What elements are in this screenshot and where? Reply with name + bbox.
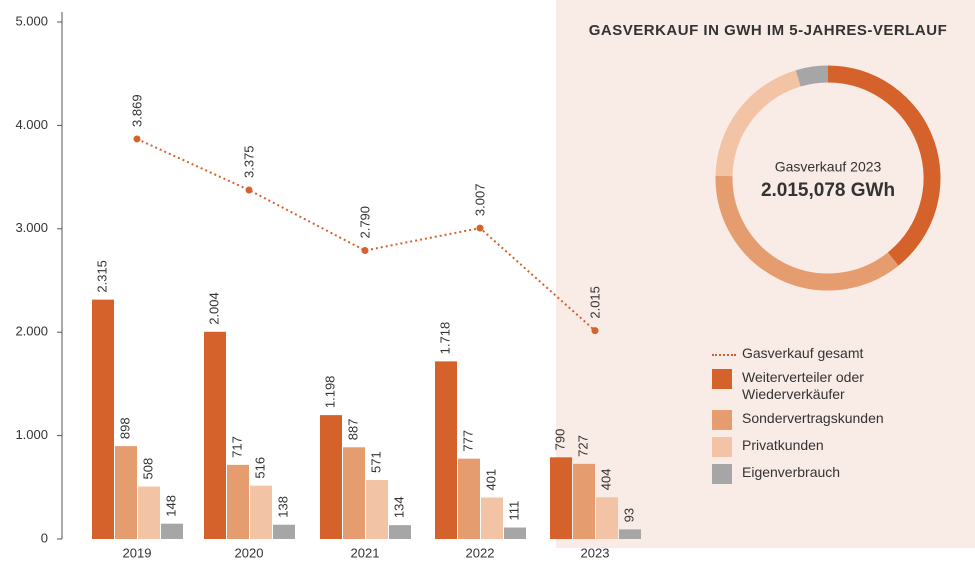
donut-segment bbox=[715, 175, 899, 291]
bar bbox=[573, 463, 595, 539]
donut-total: 2.015,078 GWh bbox=[761, 180, 895, 201]
bar-value-label: 727 bbox=[575, 435, 590, 457]
x-tick-label: 2020 bbox=[235, 545, 264, 560]
line-value-label: 2.790 bbox=[357, 206, 372, 239]
bar bbox=[320, 415, 342, 539]
bar bbox=[389, 525, 411, 539]
line-point bbox=[245, 186, 253, 194]
bar bbox=[161, 523, 183, 539]
bar-value-label: 1.198 bbox=[322, 376, 337, 409]
donut-segment bbox=[827, 65, 941, 266]
legend-item: Sondervertragskunden bbox=[712, 410, 952, 430]
line-point bbox=[133, 135, 141, 143]
bar bbox=[227, 464, 249, 539]
legend-swatch bbox=[712, 410, 732, 430]
bar-value-label: 1.718 bbox=[437, 322, 452, 355]
legend-label: Privatkunden bbox=[742, 437, 824, 453]
legend-swatch bbox=[712, 437, 732, 457]
line-value-label: 2.015 bbox=[587, 286, 602, 319]
line-point bbox=[591, 327, 599, 335]
bar bbox=[619, 529, 641, 539]
donut-title: GASVERKAUF IN GWH IM 5-JAHRES-VERLAUF bbox=[589, 22, 948, 39]
legend-item: Gasverkauf gesamt bbox=[712, 345, 952, 362]
bar bbox=[550, 457, 572, 539]
bar-value-label: 777 bbox=[460, 430, 475, 452]
legend-swatch bbox=[712, 369, 732, 389]
line-value-label: 3.375 bbox=[241, 145, 256, 178]
bar-value-label: 571 bbox=[368, 451, 383, 473]
legend-item: Privatkunden bbox=[712, 437, 952, 457]
line-value-label: 3.869 bbox=[129, 94, 144, 127]
y-tick-label: 0 bbox=[41, 530, 48, 545]
donut-segment bbox=[715, 70, 801, 177]
legend-label: Weiterverteiler oder Wiederverkäufer bbox=[742, 369, 864, 402]
bar bbox=[138, 486, 160, 539]
bar bbox=[435, 361, 457, 539]
bar-value-label: 898 bbox=[117, 417, 132, 439]
bar-value-label: 887 bbox=[345, 419, 360, 441]
x-tick-label: 2019 bbox=[123, 545, 152, 560]
x-tick-label: 2023 bbox=[581, 545, 610, 560]
x-tick-label: 2021 bbox=[351, 545, 380, 560]
donut-segment bbox=[795, 65, 829, 87]
bar-value-label: 508 bbox=[140, 458, 155, 480]
y-tick-label: 5.000 bbox=[15, 13, 48, 28]
bar bbox=[273, 524, 295, 539]
bar-value-label: 148 bbox=[163, 495, 178, 517]
legend-item: Eigenverbrauch bbox=[712, 464, 952, 484]
bar-value-label: 790 bbox=[552, 429, 567, 451]
bar-value-label: 2.315 bbox=[94, 260, 109, 293]
bar bbox=[204, 331, 226, 539]
bar bbox=[481, 497, 503, 539]
bar-value-label: 2.004 bbox=[206, 292, 221, 325]
bar bbox=[366, 479, 388, 539]
bar-value-label: 401 bbox=[483, 469, 498, 491]
y-tick-label: 4.000 bbox=[15, 117, 48, 132]
line-point bbox=[476, 224, 484, 232]
bar bbox=[250, 485, 272, 539]
y-tick-label: 2.000 bbox=[15, 324, 48, 339]
legend-label: Eigenverbrauch bbox=[742, 464, 841, 480]
bar-value-label: 138 bbox=[275, 496, 290, 518]
legend-swatch bbox=[712, 464, 732, 484]
legend-item: Weiterverteiler oder Wiederverkäufer bbox=[712, 369, 952, 403]
bar bbox=[343, 447, 365, 539]
bar bbox=[115, 446, 137, 539]
donut-label: Gasverkauf 2023 bbox=[775, 159, 882, 175]
bar-value-label: 93 bbox=[621, 508, 636, 522]
x-tick-label: 2022 bbox=[466, 545, 495, 560]
line-value-label: 3.007 bbox=[472, 184, 487, 217]
y-tick-label: 1.000 bbox=[15, 427, 48, 442]
bar bbox=[504, 527, 526, 539]
bar-value-label: 111 bbox=[506, 501, 521, 521]
legend-label: Gasverkauf gesamt bbox=[742, 345, 864, 361]
bar bbox=[596, 497, 618, 539]
bar-value-label: 404 bbox=[598, 469, 613, 491]
bar bbox=[458, 458, 480, 539]
bar-value-label: 717 bbox=[229, 436, 244, 458]
legend-swatch bbox=[712, 354, 736, 356]
legend-label: Sondervertragskunden bbox=[742, 410, 884, 426]
bar bbox=[92, 299, 114, 539]
bar-value-label: 134 bbox=[391, 496, 406, 518]
bar-value-label: 516 bbox=[252, 457, 267, 479]
y-tick-label: 3.000 bbox=[15, 220, 48, 235]
legend: Gasverkauf gesamt Weiterverteiler oder Wi… bbox=[712, 345, 952, 491]
line-point bbox=[361, 247, 369, 255]
